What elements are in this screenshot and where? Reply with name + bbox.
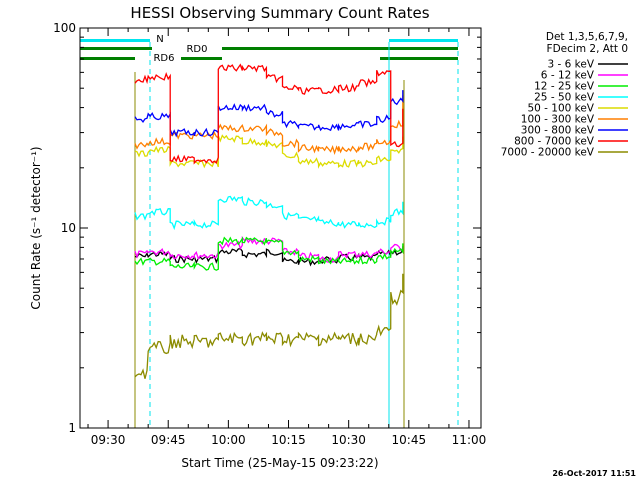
rd6-band-segment-2 (380, 57, 458, 60)
y-tick-label: 1 (68, 421, 76, 435)
series-line-1 (134, 235, 404, 263)
x-tick-label: 10:15 (271, 433, 306, 447)
legend-item-label: 50 - 100 keV (527, 103, 594, 115)
series-line-5 (134, 95, 404, 155)
n-band-label: N (156, 34, 163, 45)
legend-item-label: 3 - 6 keV (547, 59, 594, 71)
y-tick-label: 100 (53, 21, 76, 35)
rd6-band-segment-1 (181, 57, 222, 60)
series-line-6 (134, 90, 404, 138)
x-tick-label: 09:30 (91, 433, 126, 447)
series-line-7 (134, 63, 404, 165)
y-axis-label: Count Rate (s⁻¹ detector⁻¹) (29, 146, 43, 309)
x-axis-label: Start Time (25-May-15 09:23:22) (181, 456, 378, 470)
legend-header-line-1: Det 1,3,5,6,7,9, (546, 31, 628, 43)
series-line-8 (134, 273, 404, 379)
x-tick-label: 09:45 (151, 433, 186, 447)
y-tick-label: 10 (61, 221, 76, 235)
chart-title: HESSI Observing Summary Count Rates (130, 4, 429, 22)
series-layer (134, 63, 404, 379)
status-bands: N RD0 RD6 (80, 34, 458, 64)
rd6-band-label: RD6 (153, 53, 174, 64)
legend-item-label: 800 - 7000 keV (514, 136, 595, 148)
legend-item-label: 25 - 50 keV (534, 92, 595, 104)
x-tick-label: 10:30 (331, 433, 366, 447)
plot-frame (79, 27, 482, 429)
legend-item-label: 12 - 25 keV (534, 81, 595, 93)
footer-timestamp: 26-Oct-2017 11:51 (552, 469, 636, 478)
legend-item-label: 300 - 800 keV (521, 125, 595, 137)
x-tick-label: 11:00 (452, 433, 487, 447)
rd0-band-segment-1 (222, 47, 458, 50)
legend-item-label: 7000 - 20000 keV (501, 147, 595, 159)
series-line-2 (134, 236, 404, 271)
series-line-0 (134, 246, 404, 267)
x-tick-label: 10:00 (211, 433, 246, 447)
rd0-band-segment-0 (80, 47, 152, 50)
n-band-segment-1 (389, 39, 458, 42)
x-tick-label: 10:45 (392, 433, 427, 447)
legend-item-label: 100 - 300 keV (521, 114, 595, 126)
legend-item-label: 6 - 12 keV (541, 70, 595, 82)
n-band-segment-0 (80, 39, 150, 42)
rd6-band-segment-0 (80, 57, 135, 60)
mode-change-lines (134, 42, 459, 428)
series-line-4 (134, 134, 404, 169)
axis-ticks: 09:30 09:45 10:00 10:15 10:30 10:45 11:00 1 10 10… (53, 21, 486, 447)
legend-header-line-2: FDecim 2, Att 0 (547, 43, 628, 55)
series-line-3 (134, 195, 404, 231)
rd0-band-label: RD0 (186, 44, 207, 55)
